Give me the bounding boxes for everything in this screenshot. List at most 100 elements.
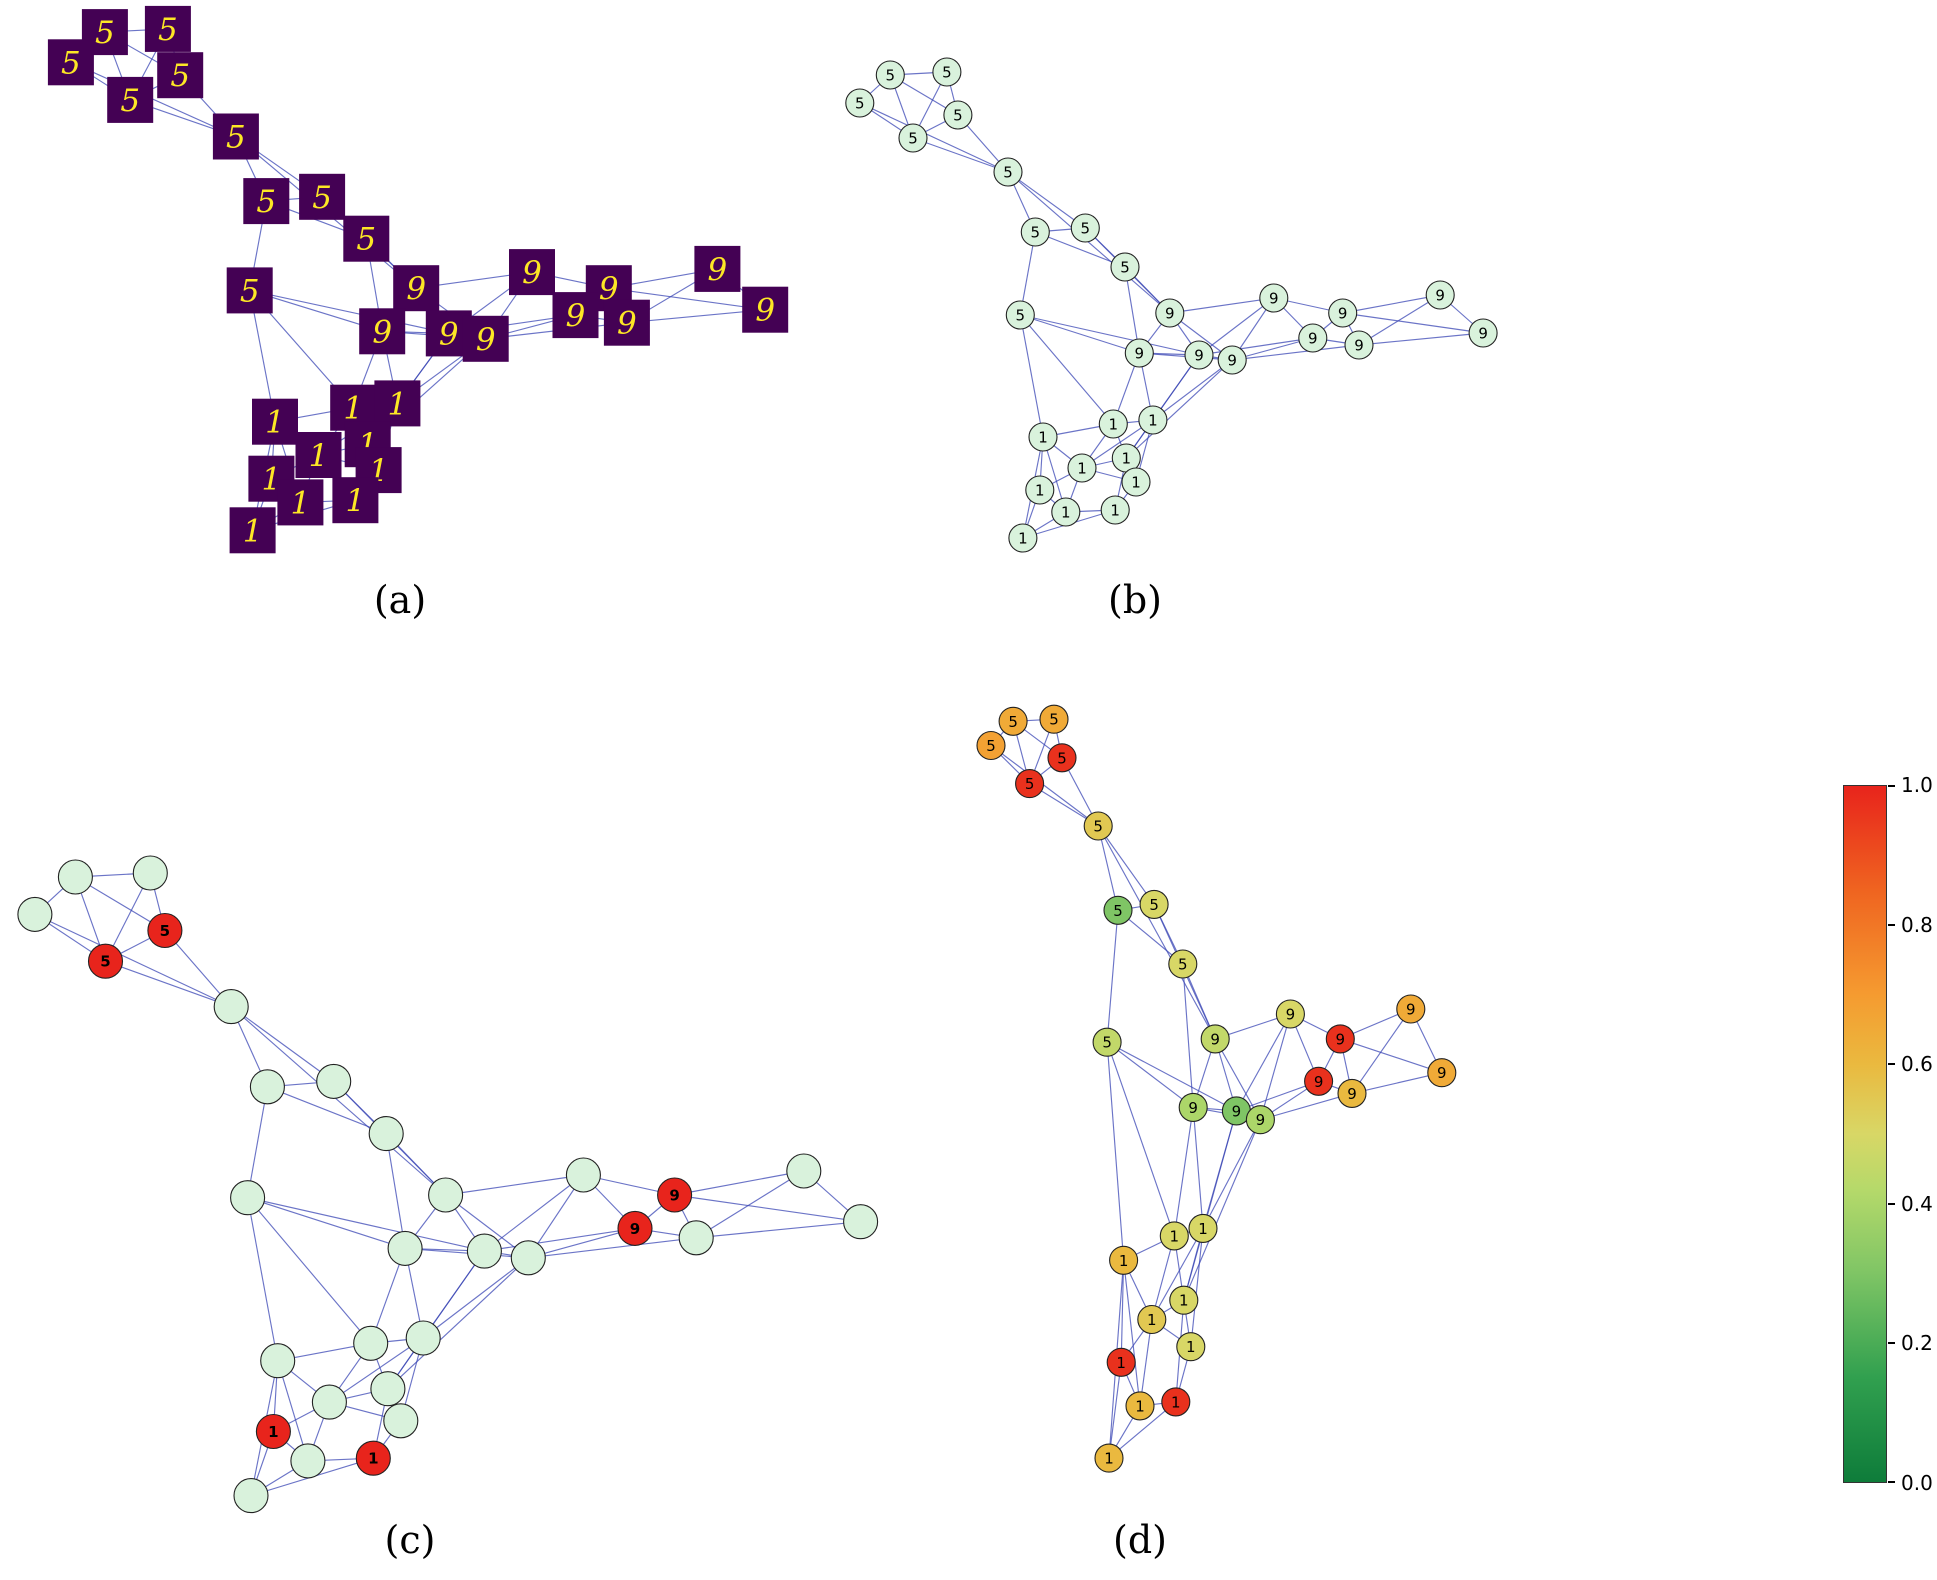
graph-edge (1106, 1041, 1237, 1112)
node-label: 9 (669, 1187, 679, 1205)
graph-node (1337, 1078, 1367, 1108)
graph-node (1259, 283, 1289, 313)
graph-node (932, 57, 962, 87)
node-label: 1 (368, 1450, 378, 1468)
mnist-digit-glyph: 5 (95, 15, 115, 51)
node-label: 9 (630, 1220, 640, 1238)
graph-edge (230, 1006, 446, 1196)
mnist-digit-image (295, 432, 342, 478)
graph-edge (1120, 1260, 1125, 1363)
node-label: 1 (1179, 1292, 1189, 1310)
graph-node (875, 60, 905, 90)
graph-node (678, 1220, 714, 1256)
graph-node (1125, 1391, 1155, 1421)
graph-node (383, 1403, 419, 1439)
graph-node (260, 1343, 296, 1379)
mnist-digit-image (144, 5, 191, 52)
graph-edge (696, 1221, 861, 1239)
node-label: 5 (886, 67, 896, 85)
graph-edge (1151, 1228, 1204, 1320)
node-label: 1 (1119, 1252, 1129, 1270)
caption-d: (d) (1113, 1518, 1167, 1562)
node-label: 5 (1113, 902, 1123, 920)
mnist-digit-glyph: 1 (265, 405, 285, 441)
graph-node (1094, 1443, 1124, 1473)
graph-node (1039, 704, 1069, 734)
node-label: 5 (1057, 749, 1067, 767)
graph-node (1103, 895, 1133, 925)
graph-edge (230, 1006, 335, 1082)
node-label: 5 (1025, 775, 1035, 793)
graph-edge (1340, 1038, 1442, 1074)
node-label: 5 (1120, 259, 1130, 277)
node-label: 9 (1435, 287, 1445, 305)
graph-edge (1019, 314, 1114, 425)
graph-node (132, 855, 168, 891)
graph-node (1110, 252, 1140, 282)
graph-edge (1106, 1041, 1194, 1108)
graph-edge (247, 1197, 485, 1252)
graph-node (1098, 409, 1128, 439)
colorbar-tick-label: 0.2 (1901, 1331, 1933, 1356)
mnist-digit-glyph: 9 (476, 322, 496, 358)
caption-a: (a) (373, 578, 427, 622)
node-label: 9 (1437, 1064, 1447, 1082)
graph-node (1245, 1105, 1275, 1135)
graph-node (1137, 1304, 1167, 1335)
colorbar-tick-label: 0.0 (1901, 1471, 1933, 1495)
colorbar-tick-mark (1888, 1342, 1895, 1345)
node-label: 1 (1104, 1450, 1114, 1468)
mnist-digit-glyph: 5 (61, 45, 81, 81)
graph-node (993, 157, 1023, 187)
panel-c-highlighted-graph: 5 5 9 9 1 1 (17, 855, 879, 1514)
graph-edge (1190, 1228, 1204, 1347)
graph-node (1124, 338, 1154, 368)
node-label: 1 (1018, 530, 1028, 548)
graph-edge (1342, 294, 1441, 314)
node-label: 9 (1308, 330, 1318, 348)
mnist-digit-image (47, 39, 94, 86)
colorbar-tick-label: 0.6 (1901, 1052, 1933, 1077)
graph-node (1425, 280, 1455, 310)
mnist-digit-glyph: 5 (240, 273, 260, 309)
node-label: 5 (1081, 220, 1091, 238)
graph-edge (70, 61, 237, 138)
graph-node (565, 1157, 601, 1193)
graph-node (1427, 1058, 1457, 1088)
mnist-digit-image (277, 479, 324, 526)
mnist-digit-glyph: 9 (708, 252, 728, 288)
node-label: 5 (1178, 956, 1188, 974)
graph-edge (1123, 1260, 1141, 1406)
graph-edge (1358, 294, 1441, 346)
graph-node (1106, 1347, 1136, 1377)
mnist-digit-glyph: 1 (291, 485, 311, 521)
graph-node (230, 1180, 266, 1216)
node-label: 5 (953, 107, 963, 125)
graph-node (1139, 889, 1169, 919)
graph-edge (1020, 314, 1200, 356)
node-label: 1 (1198, 1220, 1208, 1238)
graph-node (1028, 422, 1058, 452)
node-label: 5 (160, 922, 170, 940)
node-label: 1 (1170, 1227, 1180, 1245)
node-label: 1 (1122, 450, 1132, 468)
graph-node (1217, 345, 1247, 375)
graph-node (1109, 1245, 1139, 1275)
node-label: 9 (1478, 325, 1488, 343)
graph-node (405, 1320, 441, 1356)
node-label: 9 (1338, 305, 1348, 323)
graph-node (428, 1177, 464, 1213)
graph-node (1083, 811, 1113, 841)
mnist-digit-image (212, 113, 259, 160)
graph-node (1178, 1092, 1208, 1122)
graph-edge (1106, 1042, 1125, 1261)
mnist-digit-image (509, 249, 555, 296)
graph-edge (1351, 1072, 1442, 1094)
graph-edge (1259, 1013, 1291, 1120)
mnist-digit-image (343, 215, 390, 262)
graph-edge (1214, 1038, 1261, 1120)
node-label: 1 (1147, 1311, 1157, 1329)
mnist-digit-image (552, 292, 599, 339)
